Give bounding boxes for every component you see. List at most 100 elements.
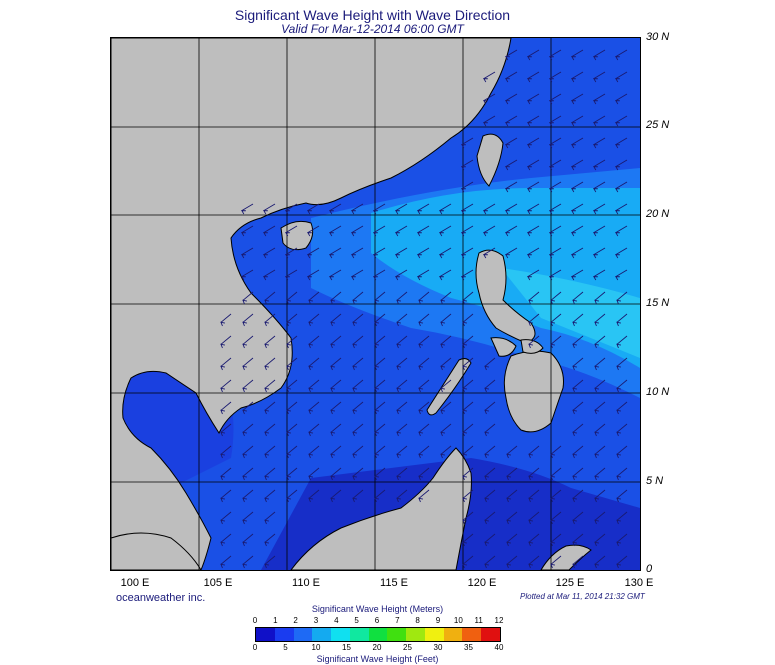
wave-arrow <box>396 423 408 433</box>
wave-arrow-head <box>483 254 488 259</box>
wave-arrow <box>462 489 474 499</box>
wave-arrow <box>461 203 474 212</box>
wave-arrow <box>505 49 518 58</box>
lat-label-10n: 10 N <box>646 386 670 398</box>
meter-tick-label: 1 <box>273 616 278 625</box>
wave-arrow <box>264 291 276 301</box>
wave-arrow <box>593 93 606 102</box>
wave-arrow <box>616 511 628 521</box>
wave-arrow <box>484 511 496 521</box>
wave-arrow <box>527 269 540 278</box>
wave-arrow-head <box>330 497 335 503</box>
wave-arrow <box>461 247 474 256</box>
wave-arrow-head <box>528 563 533 569</box>
wave-arrow <box>549 181 562 190</box>
wave-arrow <box>549 269 562 278</box>
wave-arrow <box>615 71 628 80</box>
wave-arrow-head <box>572 475 577 481</box>
wave-arrow-head <box>616 343 621 349</box>
wave-arrow-head <box>462 409 467 415</box>
wave-arrow-head <box>462 497 467 503</box>
wave-arrow-head <box>308 387 313 393</box>
wave-arrow-head <box>440 343 445 349</box>
wave-arrow <box>593 247 606 256</box>
wave-arrow-head <box>528 343 533 349</box>
wave-arrow <box>462 467 474 477</box>
wave-arrow-head <box>505 210 510 215</box>
wave-arrow <box>396 379 408 389</box>
wave-arrow <box>285 203 298 212</box>
wave-arrow <box>616 489 628 499</box>
wave-arrow <box>462 445 474 455</box>
wave-arrow <box>241 203 254 212</box>
wave-arrow <box>440 335 452 345</box>
wave-arrow <box>220 489 232 499</box>
wave-arrow <box>330 467 342 477</box>
wave-arrow <box>593 71 606 80</box>
wave-arrow <box>373 203 386 212</box>
wave-arrow-head <box>395 232 400 237</box>
wave-arrow-head <box>594 365 599 371</box>
feet-tick-label: 5 <box>283 643 288 652</box>
wave-arrow-head <box>242 343 247 349</box>
lat-label-20n: 20 N <box>646 208 670 220</box>
wave-arrow <box>418 401 430 411</box>
wave-arrow-head <box>506 475 511 481</box>
colorbar-segment <box>443 628 463 641</box>
wave-arrow <box>506 467 518 477</box>
wave-arrow-head <box>461 188 466 193</box>
wave-arrow-head <box>484 409 489 415</box>
wave-arrow <box>505 137 518 146</box>
wave-arrow-head <box>307 210 312 215</box>
wave-arrow <box>395 225 408 234</box>
wave-arrow-head <box>616 409 621 415</box>
wave-arrow-head <box>615 78 620 83</box>
wave-arrow <box>527 115 540 124</box>
wave-arrow-head <box>571 122 576 127</box>
wave-arrow-head <box>308 321 313 327</box>
wave-arrow-head <box>527 210 532 215</box>
wave-arrow <box>571 115 584 124</box>
wave-arrow-head <box>549 188 554 193</box>
wave-map <box>110 37 641 571</box>
wave-arrow-head <box>483 210 488 215</box>
lon-label-120e: 120 E <box>467 577 497 589</box>
wave-arrow-head <box>505 232 510 237</box>
wave-arrow-head <box>220 475 225 481</box>
wave-arrow-head <box>615 166 620 171</box>
wave-arrow <box>484 379 496 389</box>
wave-arrow <box>615 137 628 146</box>
wave-arrow <box>550 445 562 455</box>
wave-arrow <box>308 335 320 345</box>
wave-arrow <box>352 401 364 411</box>
wave-arrow-head <box>505 166 510 171</box>
valid-time: Valid For Mar-12-2014 06:00 GMT <box>281 22 464 36</box>
wave-arrow <box>308 379 320 389</box>
wave-arrow <box>571 247 584 256</box>
wave-arrow-head <box>440 299 445 305</box>
wave-arrow <box>528 467 540 477</box>
wave-arrow <box>264 489 276 499</box>
wave-arrow-head <box>550 475 555 481</box>
wave-arrow <box>594 379 606 389</box>
wave-arrow-head <box>264 453 269 459</box>
wave-arrow <box>615 159 628 168</box>
meter-tick-label: 12 <box>494 616 504 625</box>
wave-arrow-head <box>352 343 357 349</box>
wave-arrow <box>439 203 452 212</box>
wave-arrow-head <box>264 387 269 393</box>
wave-arrow <box>505 181 518 190</box>
wave-arrow-head <box>484 519 489 525</box>
wave-arrow-head <box>594 321 599 327</box>
wave-arrow-head <box>572 387 577 393</box>
wave-arrow-head <box>308 453 313 459</box>
wave-arrow-head <box>440 431 445 437</box>
wave-arrow <box>572 445 584 455</box>
wave-arrow <box>264 423 276 433</box>
wave-arrow-head <box>593 122 598 127</box>
wave-arrow <box>528 489 540 499</box>
wave-arrow-head <box>571 188 576 193</box>
wave-arrow <box>330 445 342 455</box>
wave-arrow <box>571 49 584 58</box>
wave-arrow <box>286 401 298 411</box>
